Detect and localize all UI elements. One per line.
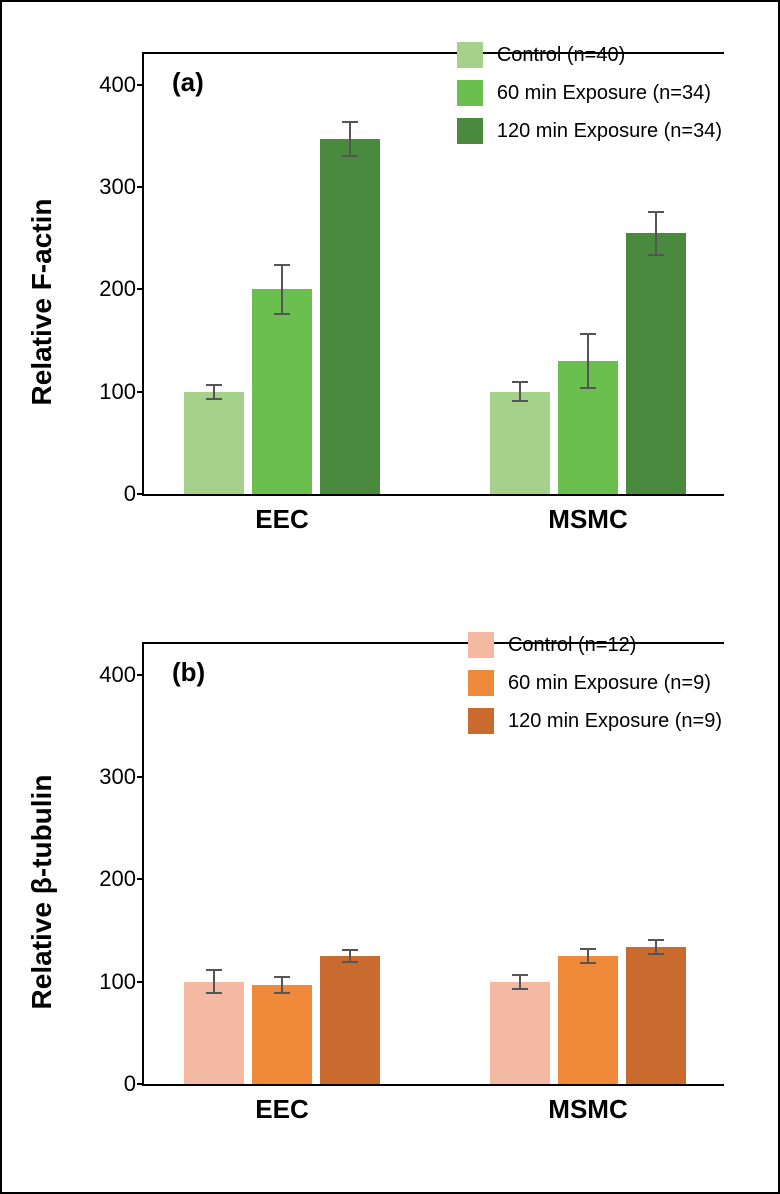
bar [490,982,550,1084]
legend-label: 60 min Exposure (n=34) [497,82,711,105]
bar [252,985,312,1084]
y-tick-label: 200 [99,276,144,302]
y-tick-label: 300 [99,174,144,200]
legend-label: Control (n=12) [508,634,636,657]
bar [320,139,380,494]
legend-swatch [468,670,494,696]
bar [184,982,244,1084]
legend-item: 60 min Exposure (n=34) [457,80,722,106]
error-bar [490,381,550,401]
error-bar [320,121,380,158]
y-tick-label: 400 [99,662,144,688]
error-bar [558,333,618,388]
legend-swatch [457,80,483,106]
y-tick-label: 0 [124,1071,144,1097]
legend-swatch [457,42,483,68]
y-axis-label: Relative F-actin [26,199,58,406]
legend-label: 60 min Exposure (n=9) [508,672,711,695]
legend-label: 120 min Exposure (n=34) [497,120,722,143]
x-category-label: MSMC [548,494,627,535]
legend-label: Control (n=40) [497,44,625,67]
bar [626,947,686,1084]
panel-b: 0100200300400EECMSMCRelative β-tubulin(b… [52,622,732,1162]
error-bar [490,974,550,990]
y-tick-label: 400 [99,72,144,98]
legend-item: 60 min Exposure (n=9) [468,670,722,696]
x-category-label: EEC [255,1084,308,1125]
legend-swatch [468,632,494,658]
error-bar [626,211,686,256]
y-tick-label: 0 [124,481,144,507]
figure-container: 0 100 200 300 400 EEC MSMC Relative F-actin (a) C… [0,0,780,1194]
error-bar [626,939,686,955]
legend: Control (n=40) 60 min Exposure (n=34) 120 … [457,42,722,156]
panel-a: 0100200300400EECMSMCRelative F-actin(a)C… [52,32,732,572]
legend-label: 120 min Exposure (n=9) [508,710,722,733]
x-category-label: MSMC [548,1084,627,1125]
legend-item: 120 min Exposure (n=9) [468,708,722,734]
panel-tag: (b) [172,657,205,688]
y-tick-label: 200 [99,866,144,892]
bar [490,392,550,494]
error-bar [184,969,244,994]
error-bar [184,384,244,400]
bar [184,392,244,494]
bar [320,956,380,1084]
bar [252,289,312,494]
error-bar [252,264,312,315]
error-bar [558,948,618,964]
bar [626,233,686,494]
legend-swatch [468,708,494,734]
y-tick-label: 300 [99,764,144,790]
error-bar [320,949,380,963]
legend: Control (n=12) 60 min Exposure (n=9) 120 m… [468,632,722,746]
legend-swatch [457,118,483,144]
legend-item: 120 min Exposure (n=34) [457,118,722,144]
x-category-label: EEC [255,494,308,535]
y-tick-label: 100 [99,969,144,995]
bar [558,956,618,1084]
error-bar [252,976,312,994]
y-axis-label: Relative β-tubulin [26,775,58,1010]
panel-tag: (a) [172,67,204,98]
legend-item: Control (n=40) [457,42,722,68]
y-tick-label: 100 [99,379,144,405]
legend-item: Control (n=12) [468,632,722,658]
